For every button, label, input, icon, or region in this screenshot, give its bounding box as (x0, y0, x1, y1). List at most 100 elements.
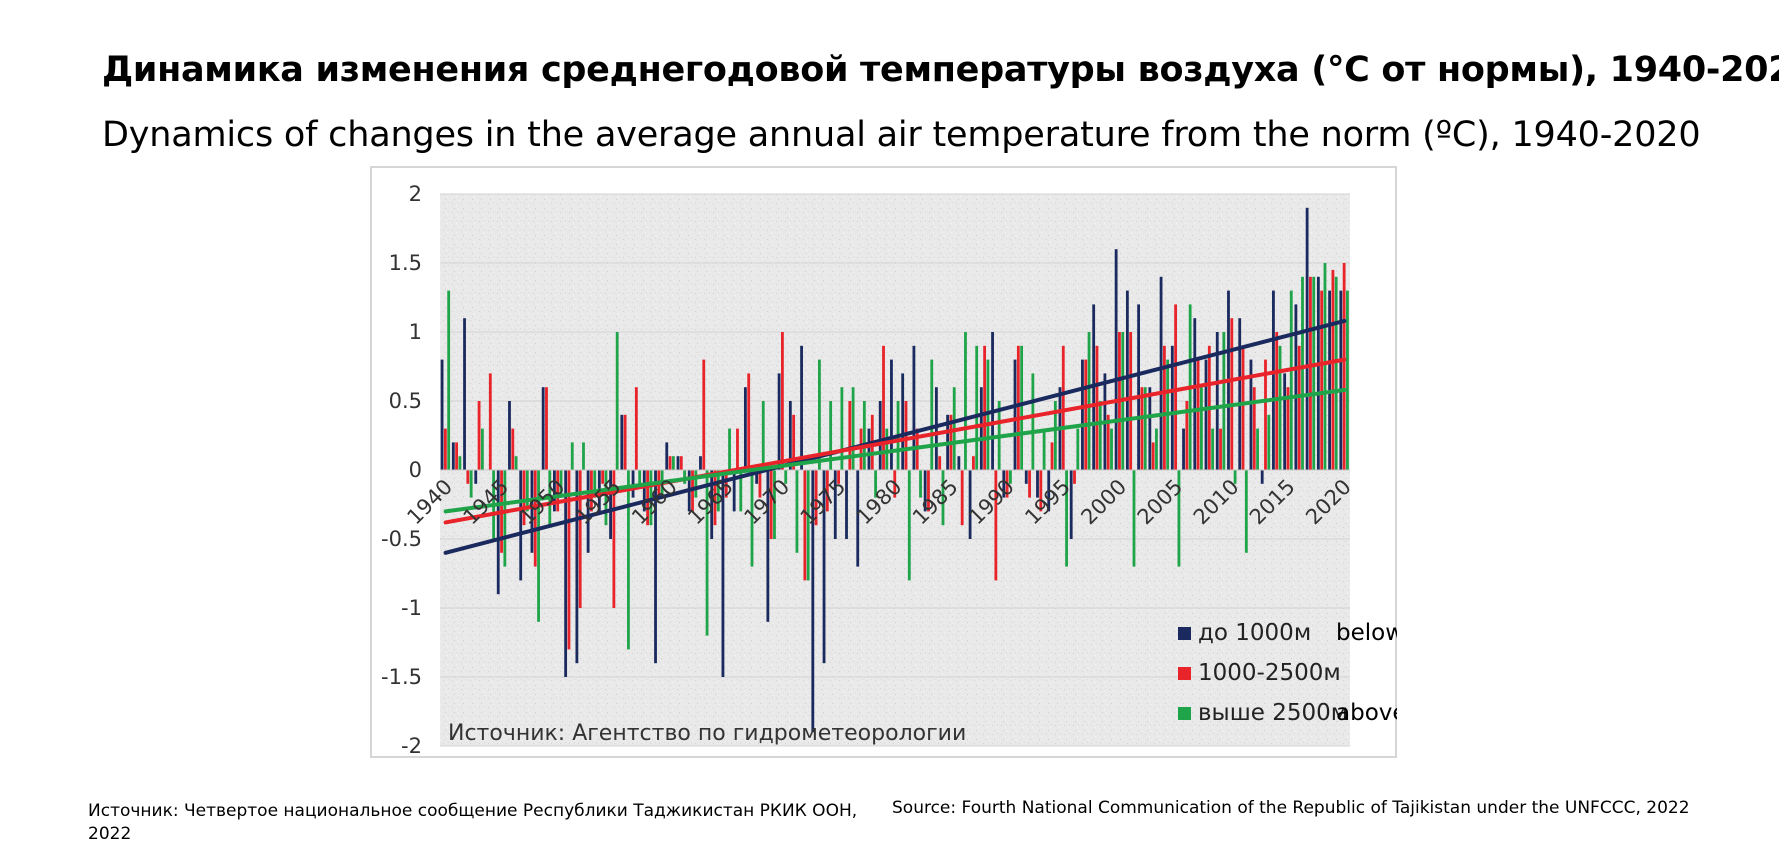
bar (983, 345, 987, 470)
bar (1241, 345, 1245, 470)
bar (878, 401, 882, 470)
bar (463, 318, 466, 470)
y-tick-label: 1.5 (389, 251, 422, 275)
source-note-ru: Источник: Четвертое национальное сообщен… (88, 801, 858, 844)
bar (818, 359, 821, 470)
bar (1323, 263, 1327, 470)
bar (1129, 332, 1133, 470)
legend-label: выше 2500м (1198, 700, 1348, 726)
bar (654, 470, 657, 664)
bar (1069, 470, 1073, 539)
bar (1024, 470, 1028, 484)
bar (612, 470, 616, 608)
legend-label-suffix: below (1336, 620, 1397, 646)
bar (620, 414, 624, 470)
bar (440, 359, 444, 470)
y-tick-label: 0.5 (389, 389, 422, 413)
bar (934, 387, 938, 470)
bar (1331, 269, 1335, 470)
bar (694, 470, 698, 498)
bar (867, 428, 871, 470)
legend-swatch (1178, 707, 1191, 720)
bar (480, 428, 484, 470)
bar (825, 470, 829, 512)
bar (806, 470, 810, 581)
bar (601, 470, 605, 484)
bar (649, 470, 653, 526)
bar (668, 456, 672, 470)
bar (882, 345, 885, 470)
bar (743, 387, 747, 470)
bar (1125, 290, 1129, 470)
bar (609, 470, 612, 539)
bar (1328, 290, 1331, 470)
bar (582, 442, 585, 470)
bar (747, 373, 751, 470)
bar (964, 332, 967, 470)
bar (1174, 304, 1178, 470)
bar (671, 456, 675, 470)
legend-label: до 1000м (1198, 620, 1311, 646)
y-tick-label: -0.5 (381, 527, 422, 551)
y-tick-label: 2 (409, 182, 422, 206)
bar (859, 428, 863, 470)
bar (795, 470, 799, 553)
bar (615, 332, 619, 470)
bar (927, 470, 930, 512)
bar (1073, 470, 1076, 484)
bar (1047, 470, 1051, 512)
bar (994, 470, 998, 581)
bar (1028, 470, 1031, 498)
bar (1249, 359, 1253, 470)
y-tick-label: 0 (409, 458, 422, 482)
bar (1301, 276, 1304, 470)
bar (1238, 318, 1242, 470)
page-title-ru: Динамика изменения среднегодовой темпера… (102, 50, 1779, 90)
bar (1151, 442, 1155, 470)
bar (761, 401, 765, 470)
bar (957, 456, 961, 470)
bar (676, 456, 680, 470)
bar (1196, 359, 1200, 470)
bar (1294, 304, 1298, 470)
bar (511, 428, 515, 470)
bar (1204, 359, 1208, 470)
bar (1334, 276, 1338, 470)
bar (496, 470, 500, 595)
bar (586, 470, 590, 553)
bar (721, 470, 725, 677)
bar (1005, 470, 1009, 498)
bar (840, 387, 844, 470)
bar (890, 359, 893, 470)
bar (570, 442, 574, 470)
bar (713, 470, 717, 526)
bar (800, 345, 803, 470)
bar (1084, 359, 1088, 470)
bar (1140, 387, 1144, 470)
bar (874, 470, 877, 498)
legend: до 1000м below 1000-2500м выше 2500мabove (1178, 620, 1397, 726)
bar (845, 470, 848, 539)
bar (848, 401, 852, 470)
bar (750, 470, 754, 567)
y-tick-label: -1.5 (381, 665, 422, 689)
bar (1009, 470, 1012, 484)
bar (885, 428, 889, 470)
bar (1081, 359, 1084, 470)
bar (833, 470, 837, 539)
bar (1264, 359, 1267, 470)
bar (553, 470, 556, 512)
bar (1002, 470, 1006, 498)
bar (1065, 470, 1068, 567)
bar (1050, 442, 1054, 470)
bar (979, 387, 983, 470)
bar (451, 442, 455, 470)
bar (968, 470, 972, 539)
bar (938, 456, 942, 470)
page-title-en: Dynamics of changes in the average annua… (102, 115, 1701, 155)
bar (469, 470, 473, 498)
bar (1039, 470, 1043, 512)
bar (683, 470, 687, 484)
bar (537, 470, 540, 622)
bar (1215, 332, 1219, 470)
